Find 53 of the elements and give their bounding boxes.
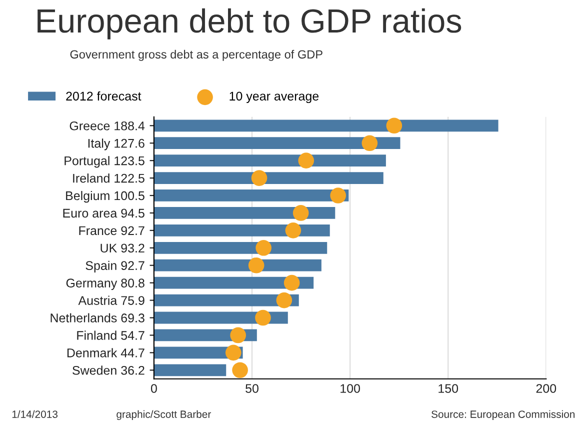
y-tick-label: Denmark 44.7 [67, 348, 144, 358]
y-tick-label: Finland 54.7 [77, 330, 144, 340]
legend-label: 2012 forecast [66, 91, 142, 101]
bar [154, 172, 384, 184]
point [362, 135, 378, 152]
y-tick-label: Germany 80.8 [66, 278, 144, 290]
x-tick-label: 200 [536, 384, 556, 393]
point [248, 257, 264, 274]
bar [154, 364, 226, 376]
bar [154, 224, 330, 236]
y-tick-label: Euro area 94.5 [63, 208, 144, 218]
y-tick-label: Portugal 123.5 [64, 156, 144, 168]
point [232, 362, 248, 378]
x-tick-label: 150 [438, 384, 458, 393]
bar [154, 259, 322, 272]
x-tick-label: 0 [150, 384, 157, 393]
x-tick-label: 50 [246, 384, 258, 393]
point [292, 205, 309, 221]
bar [154, 190, 349, 202]
y-tick-label: UK 93.2 [100, 244, 144, 253]
bar [154, 242, 328, 254]
y-tick-label: France 92.7 [79, 226, 144, 236]
chart-subtitle: Government gross debt as a percentage of GDP [70, 50, 322, 61]
point [225, 344, 242, 361]
point [255, 310, 271, 326]
point [276, 292, 292, 308]
point [251, 170, 268, 186]
point [256, 240, 272, 256]
legend-label: 10 year average [230, 92, 319, 104]
y-tick-label: Ireland 122.5 [73, 174, 144, 183]
bar [154, 154, 386, 167]
bar [154, 120, 498, 132]
x-tick-label: 100 [340, 384, 360, 393]
point [285, 222, 302, 238]
y-tick-label: Italy 127.6 [88, 138, 144, 150]
y-tick-label: Austria 75.9 [78, 296, 144, 305]
point [284, 274, 300, 291]
y-tick-label: Greece 188.4 [70, 121, 145, 130]
point [330, 188, 346, 204]
bar [154, 137, 400, 150]
bar [154, 207, 336, 219]
text: graphic/Scott Barber [116, 410, 211, 420]
y-tick-label: Spain 92.7 [86, 260, 144, 272]
chart-title: European debt to GDP ratios [38, 8, 462, 40]
y-tick-label: Sweden 36.2 [72, 366, 144, 375]
y-tick-label: Netherlands 69.3 [50, 313, 144, 322]
y-tick-label: Belgium 100.5 [66, 190, 144, 203]
point [230, 327, 246, 344]
point [386, 118, 402, 134]
text: 1/14/2013 [12, 410, 58, 418]
bar [154, 276, 314, 289]
point [298, 152, 314, 168]
source-note: Source: European Commission [432, 410, 575, 420]
